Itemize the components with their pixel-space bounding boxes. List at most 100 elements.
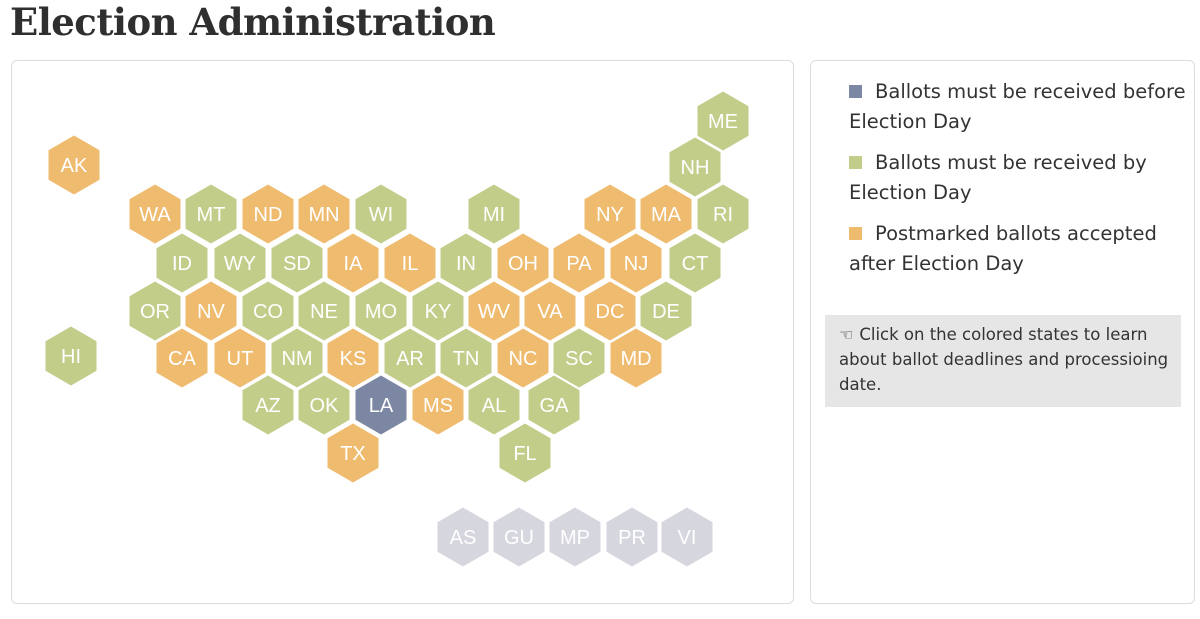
state-hex-de[interactable]: DE bbox=[640, 281, 692, 341]
state-hex-shape-de[interactable] bbox=[640, 281, 692, 341]
state-hex-or[interactable]: OR bbox=[129, 281, 181, 341]
state-hex-shape-ct[interactable] bbox=[669, 233, 721, 293]
state-hex-shape-nj[interactable] bbox=[610, 233, 662, 293]
state-hex-mt[interactable]: MT bbox=[185, 184, 237, 244]
state-hex-shape-al[interactable] bbox=[468, 375, 520, 435]
state-hex-wa[interactable]: WA bbox=[129, 184, 181, 244]
state-hex-fl[interactable]: FL bbox=[499, 423, 551, 483]
state-hex-shape-ms[interactable] bbox=[412, 375, 464, 435]
state-hex-va[interactable]: VA bbox=[524, 281, 576, 341]
state-hex-shape-ks[interactable] bbox=[327, 328, 379, 388]
state-hex-ar[interactable]: AR bbox=[384, 328, 436, 388]
state-hex-oh[interactable]: OH bbox=[497, 233, 549, 293]
state-hex-shape-ak[interactable] bbox=[48, 135, 100, 195]
state-hex-nv[interactable]: NV bbox=[185, 281, 237, 341]
state-hex-nh[interactable]: NH bbox=[669, 137, 721, 197]
state-hex-shape-dc[interactable] bbox=[584, 281, 636, 341]
state-hex-shape-fl[interactable] bbox=[499, 423, 551, 483]
state-hex-ia[interactable]: IA bbox=[327, 233, 379, 293]
state-hex-shape-tx[interactable] bbox=[327, 423, 379, 483]
state-hex-shape-or[interactable] bbox=[129, 281, 181, 341]
state-hex-shape-nh[interactable] bbox=[669, 137, 721, 197]
state-hex-shape-ri[interactable] bbox=[697, 184, 749, 244]
state-hex-shape-la[interactable] bbox=[355, 375, 407, 435]
state-hex-shape-md[interactable] bbox=[610, 328, 662, 388]
state-hex-shape-ut[interactable] bbox=[214, 328, 266, 388]
state-hex-shape-ne[interactable] bbox=[298, 281, 350, 341]
state-hex-shape-mt[interactable] bbox=[185, 184, 237, 244]
state-hex-shape-ga[interactable] bbox=[528, 375, 580, 435]
state-hex-mn[interactable]: MN bbox=[298, 184, 350, 244]
state-hex-shape-co[interactable] bbox=[242, 281, 294, 341]
state-hex-sc[interactable]: SC bbox=[553, 328, 605, 388]
state-hex-wi[interactable]: WI bbox=[355, 184, 407, 244]
state-hex-shape-ia[interactable] bbox=[327, 233, 379, 293]
state-hex-shape-il[interactable] bbox=[384, 233, 436, 293]
state-hex-shape-va[interactable] bbox=[524, 281, 576, 341]
state-hex-shape-sd[interactable] bbox=[271, 233, 323, 293]
state-hex-shape-tn[interactable] bbox=[440, 328, 492, 388]
state-hex-shape-ky[interactable] bbox=[412, 281, 464, 341]
state-hex-ny[interactable]: NY bbox=[584, 184, 636, 244]
state-hex-ct[interactable]: CT bbox=[669, 233, 721, 293]
state-hex-shape-wi[interactable] bbox=[355, 184, 407, 244]
state-hex-sd[interactable]: SD bbox=[271, 233, 323, 293]
state-hex-shape-mi[interactable] bbox=[468, 184, 520, 244]
state-hex-shape-nv[interactable] bbox=[185, 281, 237, 341]
state-hex-shape-ny[interactable] bbox=[584, 184, 636, 244]
state-hex-nj[interactable]: NJ bbox=[610, 233, 662, 293]
state-hex-ok[interactable]: OK bbox=[298, 375, 350, 435]
state-hex-shape-me[interactable] bbox=[697, 91, 749, 151]
state-hex-shape-pa[interactable] bbox=[553, 233, 605, 293]
state-hex-tn[interactable]: TN bbox=[440, 328, 492, 388]
state-hex-hi[interactable]: HI bbox=[45, 326, 97, 386]
state-hex-al[interactable]: AL bbox=[468, 375, 520, 435]
state-hex-shape-nc[interactable] bbox=[497, 328, 549, 388]
state-hex-ut[interactable]: UT bbox=[214, 328, 266, 388]
state-hex-shape-nd[interactable] bbox=[242, 184, 294, 244]
state-hex-pa[interactable]: PA bbox=[553, 233, 605, 293]
state-hex-shape-ma[interactable] bbox=[640, 184, 692, 244]
state-hex-ky[interactable]: KY bbox=[412, 281, 464, 341]
state-hex-shape-mn[interactable] bbox=[298, 184, 350, 244]
state-hex-mi[interactable]: MI bbox=[468, 184, 520, 244]
state-hex-ks[interactable]: KS bbox=[327, 328, 379, 388]
state-hex-ma[interactable]: MA bbox=[640, 184, 692, 244]
state-hex-co[interactable]: CO bbox=[242, 281, 294, 341]
state-hex-shape-ar[interactable] bbox=[384, 328, 436, 388]
state-hex-shape-mo[interactable] bbox=[355, 281, 407, 341]
state-hex-in[interactable]: IN bbox=[440, 233, 492, 293]
state-hex-md[interactable]: MD bbox=[610, 328, 662, 388]
state-hex-wy[interactable]: WY bbox=[214, 233, 266, 293]
state-hex-az[interactable]: AZ bbox=[242, 375, 294, 435]
state-hex-tx[interactable]: TX bbox=[327, 423, 379, 483]
state-hex-nd[interactable]: ND bbox=[242, 184, 294, 244]
state-hex-shape-in[interactable] bbox=[440, 233, 492, 293]
state-hex-ri[interactable]: RI bbox=[697, 184, 749, 244]
state-hex-shape-wy[interactable] bbox=[214, 233, 266, 293]
state-hex-shape-ok[interactable] bbox=[298, 375, 350, 435]
state-hex-wv[interactable]: WV bbox=[468, 281, 520, 341]
state-hex-shape-wa[interactable] bbox=[129, 184, 181, 244]
state-hex-la[interactable]: LA bbox=[355, 375, 407, 435]
state-hex-shape-sc[interactable] bbox=[553, 328, 605, 388]
state-hex-id[interactable]: ID bbox=[156, 233, 208, 293]
state-hex-mo[interactable]: MO bbox=[355, 281, 407, 341]
state-hex-dc[interactable]: DC bbox=[584, 281, 636, 341]
state-hex-shape-ca[interactable] bbox=[156, 328, 208, 388]
state-hex-il[interactable]: IL bbox=[384, 233, 436, 293]
state-hex-shape-oh[interactable] bbox=[497, 233, 549, 293]
state-hex-shape-nm[interactable] bbox=[271, 328, 323, 388]
state-hex-shape-wv[interactable] bbox=[468, 281, 520, 341]
state-hex-shape-id[interactable] bbox=[156, 233, 208, 293]
state-hex-nm[interactable]: NM bbox=[271, 328, 323, 388]
state-hex-ak[interactable]: AK bbox=[48, 135, 100, 195]
state-hex-ga[interactable]: GA bbox=[528, 375, 580, 435]
state-hex-shape-hi[interactable] bbox=[45, 326, 97, 386]
state-hex-ne[interactable]: NE bbox=[298, 281, 350, 341]
state-hex-shape-az[interactable] bbox=[242, 375, 294, 435]
state-hex-ms[interactable]: MS bbox=[412, 375, 464, 435]
state-hex-me[interactable]: ME bbox=[697, 91, 749, 151]
state-hex-nc[interactable]: NC bbox=[497, 328, 549, 388]
state-hex-ca[interactable]: CA bbox=[156, 328, 208, 388]
